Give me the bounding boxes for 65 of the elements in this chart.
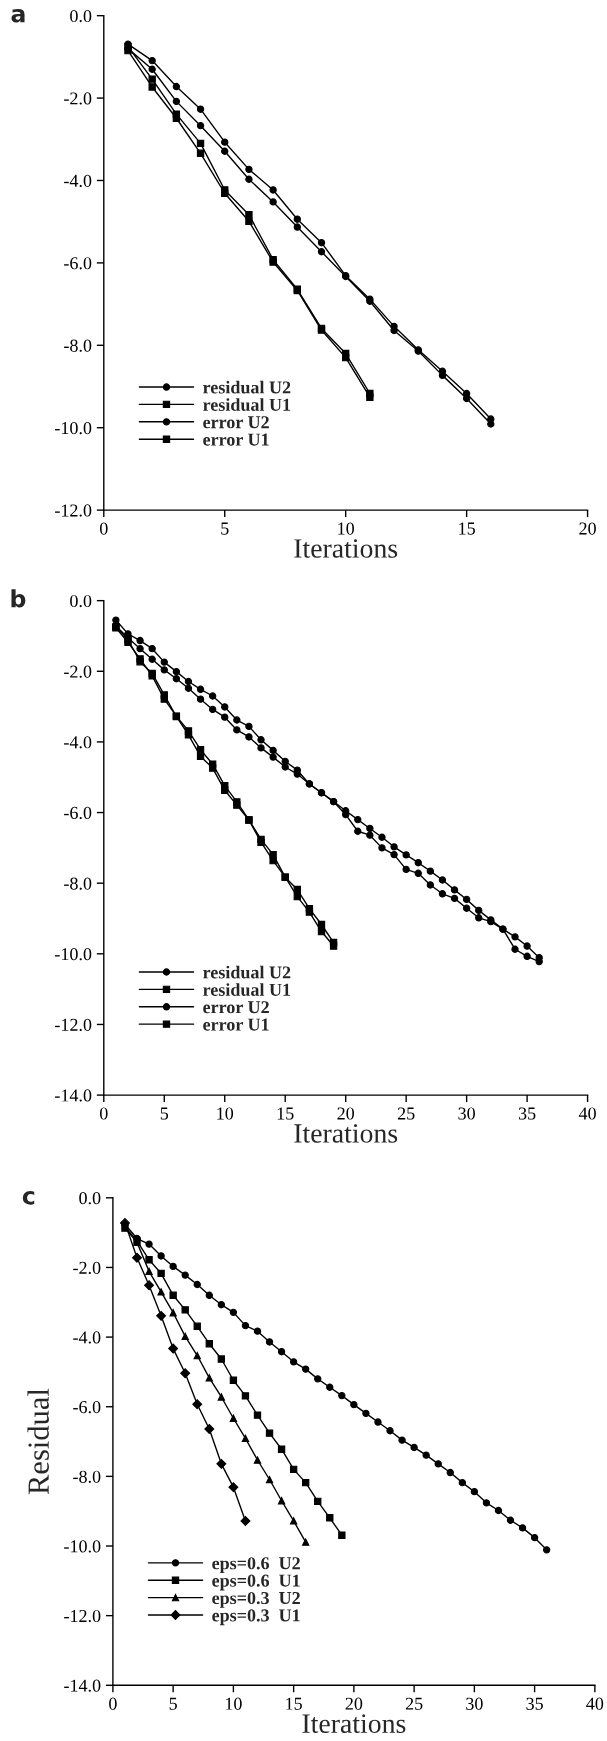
y-tick-label: 0.0: [70, 594, 92, 608]
y-tick-label: -10.0: [64, 1540, 101, 1553]
x-tick-label: 5: [169, 1697, 177, 1710]
x-tick-label: 20: [579, 522, 596, 535]
x-tick-label: 40: [586, 1697, 604, 1710]
y-tick-label: -8.0: [64, 877, 92, 890]
y-tick-label: -12.0: [55, 1018, 92, 1031]
chart-title: c: [22, 1191, 35, 1205]
legend-label: residual U2: [203, 965, 291, 979]
x-tick-label: 20: [337, 1107, 355, 1120]
y-tick-label: -2.0: [64, 92, 92, 105]
x-tick-label: 5: [221, 522, 229, 535]
y-tick-label: -2.0: [73, 1261, 101, 1274]
x-tick-label: 30: [466, 1697, 483, 1710]
legend-label: error U2: [203, 1001, 269, 1014]
y-tick-label: -14.0: [64, 1679, 101, 1692]
x-tick-label: 5: [160, 1107, 169, 1120]
x-tick-label: 0: [99, 1107, 108, 1120]
y-tick-label: -6.0: [64, 257, 92, 270]
legend-label: residual U2: [203, 380, 291, 394]
legend-label: eps=0.3 U1: [212, 1609, 300, 1626]
x-tick-label: 0: [99, 522, 108, 535]
y-tick-label: -8.0: [64, 339, 92, 352]
y-tick-label: 0.0: [79, 1192, 101, 1205]
legend-label: eps=0.3 U2: [212, 1591, 300, 1608]
x-tick-label: 15: [459, 522, 475, 535]
x-tick-label: 35: [526, 1697, 543, 1710]
x-tick-label: 40: [578, 1107, 596, 1120]
y-axis-title: Residual: [27, 1388, 49, 1495]
y-tick-label: -10.0: [55, 948, 92, 961]
y-tick-label: -12.0: [55, 504, 92, 517]
x-tick-label: 35: [518, 1107, 536, 1120]
legend-label: error U2: [203, 416, 269, 429]
legend-label: residual U1: [203, 398, 291, 411]
y-tick-label: 0.0: [70, 9, 92, 23]
legend-label: residual U1: [203, 983, 291, 996]
y-tick-label: -8.0: [73, 1470, 101, 1483]
x-tick-label: 10: [217, 1107, 234, 1120]
x-tick-label: 25: [405, 1697, 423, 1710]
y-tick-label: -4.0: [73, 1331, 101, 1344]
x-tick-label: 0: [109, 1697, 117, 1710]
x-tick-label: 15: [277, 1107, 294, 1120]
x-tick-label: 10: [338, 522, 355, 535]
y-tick-label: -12.0: [64, 1609, 101, 1623]
legend-label: eps=0.6 U1: [212, 1574, 300, 1591]
x-axis-title: Iterations: [294, 1124, 398, 1143]
x-tick-label: 10: [225, 1697, 242, 1710]
y-tick-label: -6.0: [64, 806, 92, 820]
x-tick-label: 30: [458, 1107, 475, 1120]
x-axis-title: Iterations: [302, 1714, 406, 1734]
chart-title: b: [11, 589, 26, 608]
chart-title: a: [11, 8, 25, 23]
y-tick-label: -6.0: [73, 1400, 101, 1414]
x-axis-title: Iterations: [294, 539, 398, 558]
legend-label: error U1: [203, 433, 269, 446]
y-tick-label: -10.0: [55, 421, 92, 435]
x-tick-label: 15: [286, 1697, 302, 1710]
y-tick-label: -2.0: [64, 665, 92, 678]
y-tick-label: -4.0: [64, 736, 92, 749]
y-tick-label: -14.0: [55, 1089, 92, 1102]
x-tick-label: 25: [397, 1107, 415, 1120]
x-tick-label: 20: [345, 1697, 363, 1710]
y-tick-label: -4.0: [64, 174, 92, 187]
legend-label: eps=0.6 U2: [212, 1557, 300, 1573]
legend-label: error U1: [203, 1018, 269, 1031]
